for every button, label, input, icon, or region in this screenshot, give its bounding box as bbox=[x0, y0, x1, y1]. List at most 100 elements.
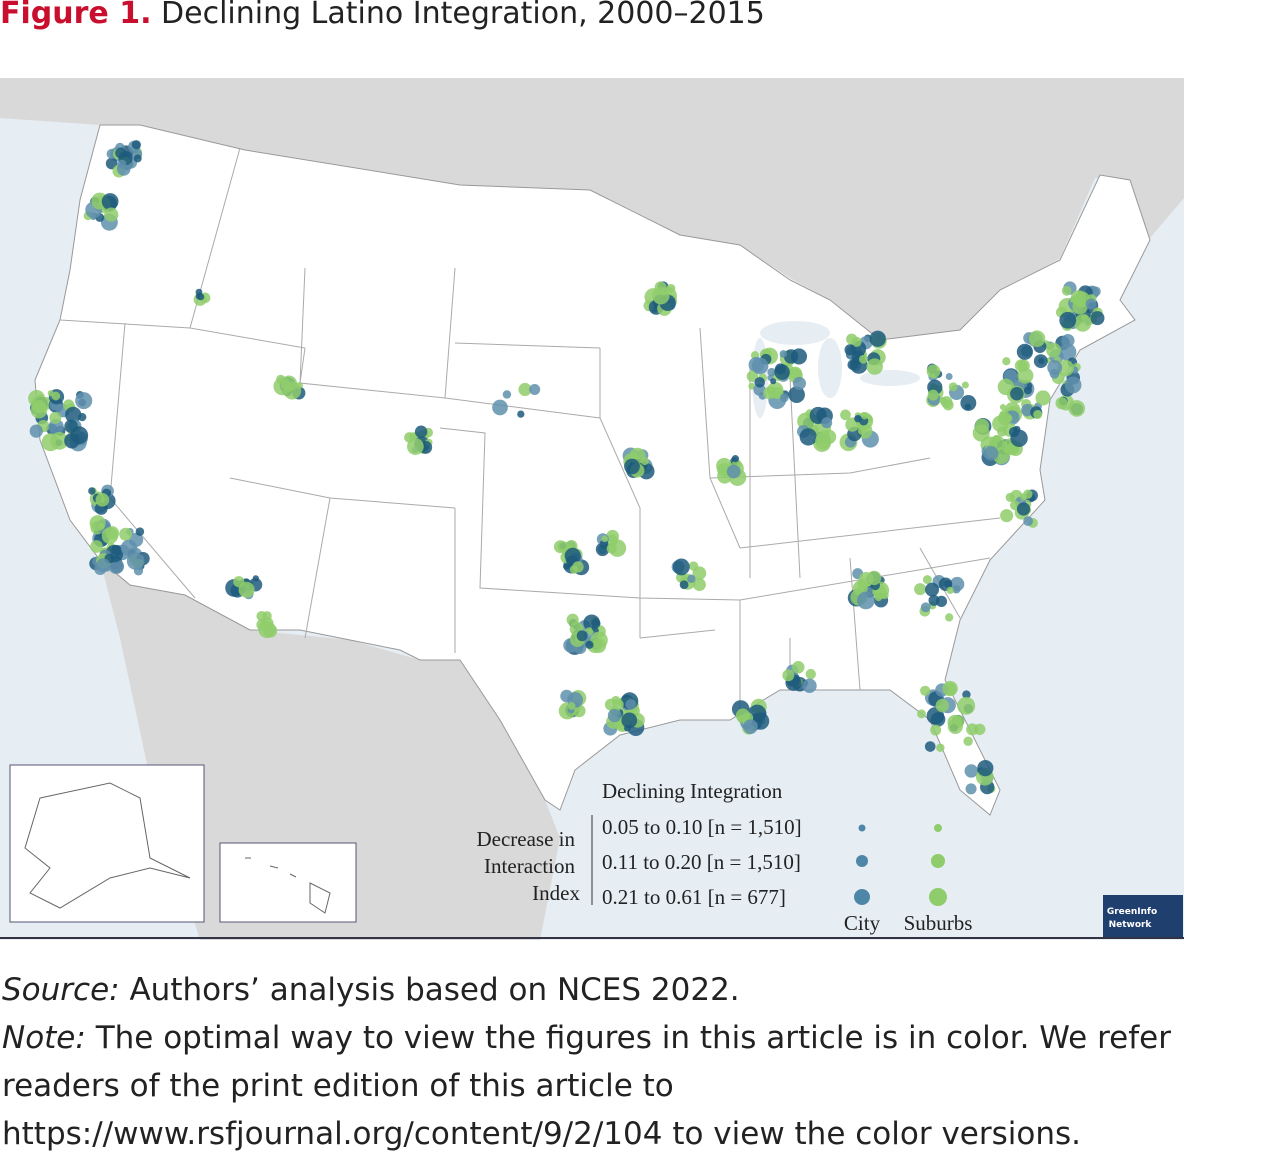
school-dot bbox=[799, 428, 817, 446]
school-dot bbox=[567, 702, 576, 710]
school-dot bbox=[952, 584, 961, 594]
school-dot bbox=[935, 698, 949, 713]
school-dot bbox=[1035, 390, 1051, 406]
school-dot bbox=[962, 690, 971, 699]
legend-column: City bbox=[844, 911, 881, 935]
school-dot bbox=[926, 364, 941, 379]
school-dot bbox=[945, 373, 953, 380]
school-dot bbox=[47, 390, 54, 397]
school-dot bbox=[518, 382, 532, 397]
school-dot bbox=[111, 544, 122, 556]
legend-city-dot bbox=[858, 824, 866, 832]
school-dot bbox=[640, 456, 649, 466]
school-dot bbox=[263, 623, 278, 638]
school-dot bbox=[880, 591, 889, 600]
school-dot bbox=[50, 432, 69, 450]
legend-side-label: Interaction bbox=[484, 854, 575, 878]
logo-text: Network bbox=[1109, 920, 1153, 930]
mexico bbox=[100, 560, 560, 940]
hawaii-inset bbox=[219, 842, 357, 923]
title-text: Declining Latino Integration, 2000–2015 bbox=[161, 0, 765, 31]
source: Source: Authors’ analysis based on NCES … bbox=[2, 966, 1280, 1014]
school-dot bbox=[687, 574, 696, 583]
school-dot bbox=[1033, 410, 1043, 420]
school-dot bbox=[1028, 330, 1046, 348]
school-dot bbox=[101, 193, 119, 210]
school-dot bbox=[119, 527, 133, 541]
school-dot bbox=[858, 354, 868, 364]
legend-city-dot bbox=[856, 855, 868, 867]
school-dot bbox=[612, 699, 624, 710]
source-text: Authors’ analysis based on NCES 2022. bbox=[129, 972, 740, 1008]
school-dot bbox=[1010, 386, 1024, 401]
school-dot bbox=[857, 591, 875, 610]
school-dot bbox=[117, 159, 127, 169]
school-dot bbox=[946, 586, 954, 595]
school-dot bbox=[104, 207, 119, 222]
school-dot bbox=[1073, 314, 1092, 332]
school-dot bbox=[296, 382, 303, 389]
school-dot bbox=[731, 455, 740, 463]
school-dot bbox=[1068, 400, 1086, 417]
school-dot bbox=[945, 613, 954, 622]
map: Declining Integration Decrease in Intera… bbox=[0, 78, 1184, 940]
school-dot bbox=[748, 382, 756, 390]
school-dot bbox=[936, 743, 945, 752]
school-dot bbox=[101, 527, 119, 544]
school-dot bbox=[601, 535, 609, 543]
school-dot bbox=[1057, 359, 1074, 377]
school-dots bbox=[28, 140, 1105, 795]
school-dot bbox=[805, 668, 816, 680]
school-dot bbox=[974, 418, 990, 433]
school-dot bbox=[679, 580, 689, 590]
school-dot bbox=[815, 433, 832, 450]
school-dot bbox=[90, 540, 103, 553]
school-dot bbox=[262, 611, 272, 621]
school-dot bbox=[947, 718, 963, 734]
school-dot bbox=[624, 458, 640, 475]
school-dot bbox=[195, 288, 203, 296]
school-dot bbox=[65, 406, 82, 423]
school-dot bbox=[1023, 386, 1032, 395]
school-dot bbox=[983, 445, 999, 461]
school-dot bbox=[1019, 493, 1028, 501]
school-dot bbox=[625, 699, 637, 710]
school-dot bbox=[1023, 516, 1033, 526]
school-dot bbox=[591, 638, 607, 653]
school-dot bbox=[960, 395, 977, 411]
school-dot bbox=[692, 578, 706, 592]
legend-side-label: Decrease in bbox=[476, 827, 575, 851]
school-dot bbox=[606, 543, 617, 554]
school-dot bbox=[924, 741, 936, 752]
legend-title: Declining Integration bbox=[602, 779, 783, 803]
school-dot bbox=[1046, 342, 1061, 358]
school-dot bbox=[492, 399, 508, 416]
school-dot bbox=[767, 386, 777, 396]
school-dot bbox=[964, 403, 971, 410]
school-dot bbox=[948, 382, 958, 392]
school-dot bbox=[821, 417, 833, 429]
school-dot bbox=[999, 404, 1006, 411]
lake bbox=[760, 321, 830, 345]
source-label: Source: bbox=[2, 972, 120, 1008]
school-dot bbox=[1090, 311, 1105, 326]
school-dot bbox=[751, 357, 769, 375]
school-dot bbox=[607, 708, 622, 723]
school-dot bbox=[977, 760, 994, 777]
school-dot bbox=[782, 669, 795, 682]
school-dot bbox=[64, 433, 80, 449]
legend-row: 0.05 to 0.10 [n = 1,510] bbox=[602, 815, 802, 839]
school-dot bbox=[1055, 397, 1068, 410]
school-dot bbox=[557, 541, 569, 553]
school-dot bbox=[852, 580, 868, 596]
school-dot bbox=[585, 640, 594, 649]
school-dot bbox=[792, 376, 806, 390]
school-dot bbox=[966, 723, 979, 736]
school-dot bbox=[587, 628, 594, 635]
school-dot bbox=[502, 390, 512, 399]
school-dot bbox=[942, 680, 958, 697]
logo-text: GreenInfo bbox=[1107, 907, 1157, 917]
school-dot bbox=[131, 140, 141, 150]
school-dot bbox=[792, 661, 805, 674]
school-dot bbox=[840, 409, 851, 421]
